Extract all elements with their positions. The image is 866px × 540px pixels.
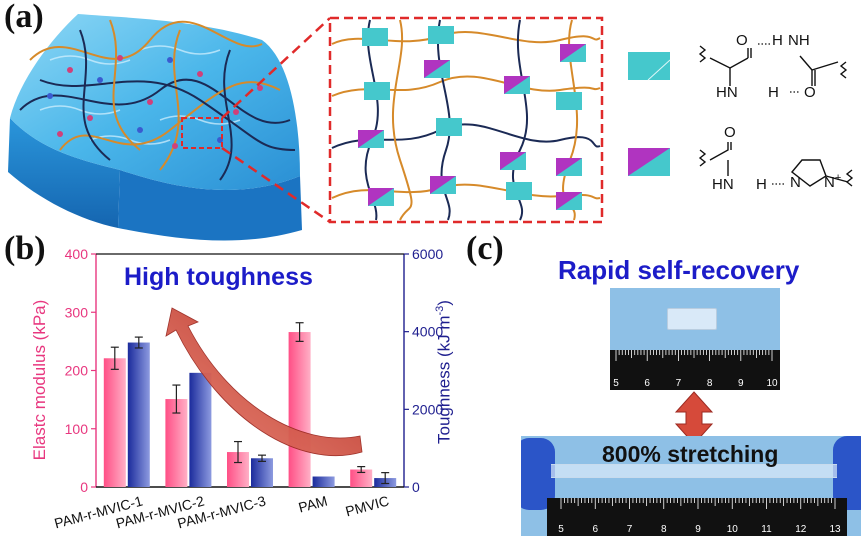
bar-toughness [251, 458, 273, 487]
ruler-bottom [547, 498, 847, 536]
ruler-bottom-label: 9 [695, 524, 701, 535]
bar-elastic-modulus [350, 469, 373, 487]
left-tick-label: 0 [80, 479, 88, 495]
ruler-bottom-label: 10 [727, 524, 739, 535]
imid-plus: + [834, 172, 842, 184]
amide-nh-top: NH [788, 32, 810, 49]
gel-sample-relaxed [667, 308, 717, 330]
stretch-label: 800% stretching [602, 441, 779, 467]
gel-block-front-side [118, 170, 302, 241]
zoom-line-top [221, 17, 331, 119]
ruler-bottom-label: 11 [761, 524, 772, 535]
gel-dots [57, 55, 263, 149]
amide-o-top: O [736, 32, 748, 49]
imid-h: H [756, 176, 767, 193]
ruler-top [610, 350, 780, 390]
bar-elastic-modulus [227, 452, 249, 487]
toughness-trend-arrow [165, 307, 363, 456]
zoom-imidazole-links [358, 44, 586, 210]
ruler-top-label: 6 [644, 378, 650, 389]
imid-n2: N [824, 174, 835, 191]
gel-block-left-side [8, 118, 120, 228]
category-label: PAM [297, 492, 329, 515]
imidazolium-structure [698, 142, 854, 187]
ruler-bottom-label: 7 [627, 524, 633, 535]
left-tick-label: 400 [65, 246, 89, 262]
bar-toughness [189, 372, 212, 487]
bar-elastic-modulus [103, 358, 126, 487]
gel-polymer-chains [19, 19, 296, 181]
left-tick-label: 200 [65, 363, 89, 379]
ruler-bottom-ticks: 5 6 7 8 9 10 11 12 13 [558, 498, 841, 535]
amide-hn-bottom: HN [716, 84, 738, 101]
ruler-top-label: 10 [766, 378, 778, 389]
zoom-line-bottom [221, 146, 331, 224]
right-tick-label: 2000 [412, 401, 443, 417]
right-tick-label: 0 [412, 479, 420, 495]
imid-n1: N [790, 174, 801, 191]
bar-toughness [127, 342, 150, 487]
ruler-top-label: 8 [707, 378, 713, 389]
zoom-source-box [181, 117, 223, 149]
ruler-top-ticks: 5 6 7 8 9 10 [613, 350, 778, 389]
ruler-bottom-label: 13 [829, 524, 841, 535]
ruler-bottom-label: 12 [795, 524, 807, 535]
amide-o-bottom: O [804, 84, 816, 101]
ruler-top-label: 7 [676, 378, 682, 389]
imid-o: O [724, 124, 736, 141]
gel-sample-stretched [551, 464, 837, 478]
ruler-bottom-label: 8 [661, 524, 667, 535]
right-tick-label: 4000 [412, 324, 443, 340]
photo-stretched: 5 6 7 8 9 10 11 12 13 [521, 436, 861, 536]
bar-toughness [312, 476, 335, 487]
ruler-top-label: 9 [738, 378, 744, 389]
amide-dimer-structure [698, 45, 848, 86]
ruler-bottom-label: 5 [558, 524, 564, 535]
legend-amide-swatch [628, 52, 671, 81]
legend-imidazole-swatch [628, 148, 670, 176]
self-recovery-title: Rapid self-recovery [558, 255, 800, 285]
left-tick-label: 300 [65, 304, 89, 320]
zoom-amide-links [362, 26, 582, 200]
panel-c-label: (c) [466, 230, 504, 267]
right-tick-label: 6000 [412, 246, 443, 262]
photo-relaxed: 5 6 7 8 9 10 [610, 288, 780, 390]
amide-hbond-dots [758, 43, 800, 93]
left-tick-label: 100 [65, 421, 89, 437]
ruler-bottom-label: 6 [592, 524, 598, 535]
imid-hn: HN [712, 176, 734, 193]
ruler-top-label: 5 [613, 378, 619, 389]
panel-a-label: (a) [4, 0, 44, 35]
bar-elastic-modulus [165, 399, 188, 487]
chart-title: High toughness [124, 263, 313, 291]
amide-h-bottom: H [768, 84, 779, 101]
glove-right [833, 436, 861, 510]
panel-b-label: (b) [4, 230, 46, 267]
amide-h-top: H [772, 32, 783, 49]
